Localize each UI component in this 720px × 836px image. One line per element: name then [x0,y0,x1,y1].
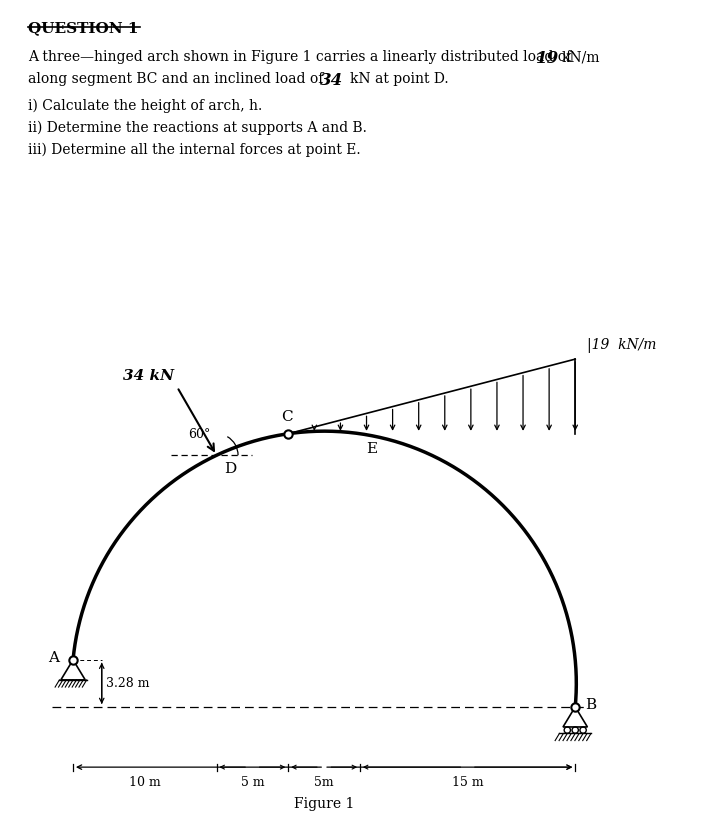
Text: 10 m: 10 m [129,776,161,788]
Text: 15 m: 15 m [451,776,483,788]
Text: 5m: 5m [315,776,334,788]
Text: A: A [48,651,59,665]
Text: 60°: 60° [189,428,211,441]
Text: Figure 1: Figure 1 [294,798,354,811]
Text: kN at point D.: kN at point D. [350,73,449,86]
Text: kN/m: kN/m [562,50,600,64]
Text: ii) Determine the reactions at supports A and B.: ii) Determine the reactions at supports … [28,120,367,135]
Text: QUESTION 1: QUESTION 1 [28,21,138,35]
Text: B: B [585,698,596,712]
Text: D: D [224,462,236,477]
Text: along segment BC and an inclined load of: along segment BC and an inclined load of [28,73,323,86]
Text: 5 m: 5 m [240,776,264,788]
Text: 34 kN: 34 kN [123,369,174,383]
Text: i) Calculate the height of arch, h.: i) Calculate the height of arch, h. [28,99,262,113]
Text: 3.28 m: 3.28 m [106,677,150,690]
Text: A three—hinged arch shown in Figure 1 carries a linearly distributed load of: A three—hinged arch shown in Figure 1 ca… [28,50,571,64]
Text: 34: 34 [320,73,343,89]
Text: 19: 19 [536,50,559,67]
Text: C: C [281,410,292,424]
Text: iii) Determine all the internal forces at point E.: iii) Determine all the internal forces a… [28,143,361,157]
Text: E: E [366,442,377,456]
Text: |19  kN/m: |19 kN/m [587,339,656,354]
